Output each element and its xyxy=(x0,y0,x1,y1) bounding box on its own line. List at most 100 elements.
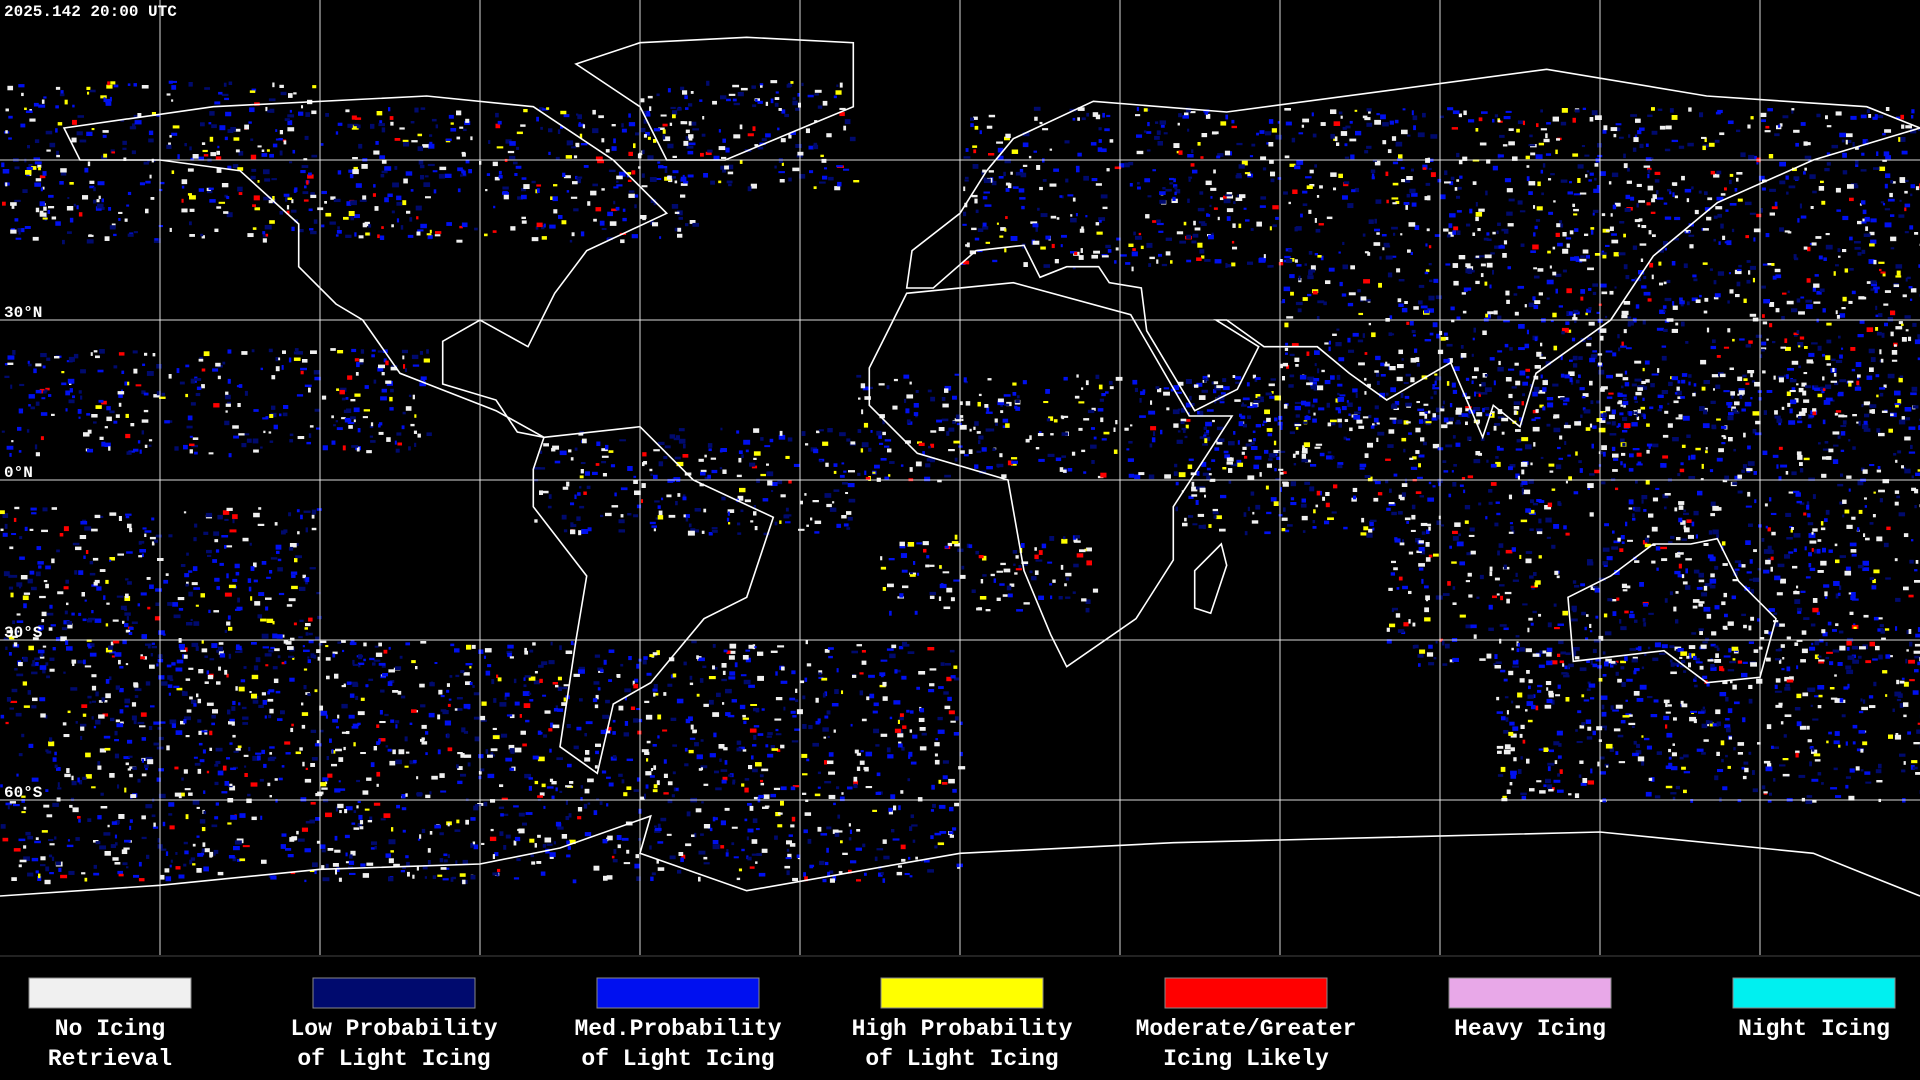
icing-speckle xyxy=(1776,464,1779,469)
icing-speckle xyxy=(1289,431,1296,435)
icing-speckle xyxy=(1796,451,1802,455)
icing-speckle xyxy=(505,139,512,144)
icing-speckle xyxy=(1560,355,1563,361)
icing-speckle xyxy=(1713,388,1716,391)
icing-speckle xyxy=(1712,426,1717,430)
icing-speckle xyxy=(1147,122,1150,127)
icing-speckle xyxy=(1592,350,1597,353)
icing-speckle xyxy=(864,396,871,400)
icing-speckle xyxy=(61,627,68,631)
icing-speckle xyxy=(771,490,774,493)
icing-speckle xyxy=(1623,329,1627,334)
icing-speckle xyxy=(1062,469,1067,473)
icing-speckle xyxy=(1247,475,1255,480)
icing-speckle xyxy=(1306,185,1313,190)
icing-speckle xyxy=(1842,420,1847,425)
icing-speckle xyxy=(1534,386,1540,392)
icing-speckle xyxy=(339,389,345,395)
icing-speckle xyxy=(1839,379,1847,383)
icing-speckle xyxy=(126,616,129,621)
icing-speckle xyxy=(570,522,574,528)
icing-speckle xyxy=(29,109,32,112)
icing-speckle xyxy=(1452,482,1457,487)
icing-speckle xyxy=(743,439,751,445)
icing-speckle xyxy=(997,398,1004,403)
icing-speckle xyxy=(1565,237,1572,240)
icing-speckle xyxy=(1592,291,1597,296)
icing-speckle xyxy=(207,554,212,557)
icing-speckle xyxy=(1652,443,1659,448)
icing-speckle xyxy=(1841,307,1846,310)
icing-speckle xyxy=(1490,482,1497,486)
icing-speckle xyxy=(688,523,692,528)
icing-speckle xyxy=(742,749,747,752)
icing-speckle xyxy=(1336,464,1343,469)
icing-speckle xyxy=(35,207,40,213)
icing-speckle xyxy=(1422,167,1427,170)
icing-speckle xyxy=(1482,373,1487,378)
icing-speckle xyxy=(652,688,658,692)
icing-speckle xyxy=(1098,384,1103,390)
icing-speckle xyxy=(381,159,387,164)
icing-speckle xyxy=(457,167,463,172)
icing-speckle xyxy=(720,95,727,100)
icing-speckle xyxy=(45,387,50,391)
icing-speckle xyxy=(1391,511,1397,516)
icing-speckle xyxy=(1149,256,1155,260)
icing-speckle xyxy=(1635,118,1641,123)
icing-speckle xyxy=(1878,261,1885,264)
icing-speckle xyxy=(614,492,617,497)
icing-speckle xyxy=(1879,349,1882,355)
icing-speckle xyxy=(1205,113,1211,119)
icing-speckle xyxy=(884,476,890,480)
icing-speckle xyxy=(217,145,220,149)
icing-speckle xyxy=(988,428,995,432)
icing-speckle xyxy=(1818,255,1823,260)
icing-speckle xyxy=(1729,179,1732,185)
icing-speckle xyxy=(677,210,683,216)
icing-speckle xyxy=(1252,430,1256,434)
icing-speckle xyxy=(154,539,158,543)
icing-speckle xyxy=(352,723,360,727)
icing-speckle xyxy=(1574,319,1577,324)
icing-speckle xyxy=(1432,322,1438,328)
icing-speckle xyxy=(777,127,780,131)
icing-speckle xyxy=(1149,443,1153,448)
icing-speckle xyxy=(685,517,689,522)
icing-speckle xyxy=(1549,265,1552,269)
icing-speckle xyxy=(124,596,131,601)
icing-speckle xyxy=(72,542,80,546)
icing-speckle xyxy=(1184,435,1188,439)
icing-speckle xyxy=(1059,195,1063,198)
icing-speckle xyxy=(1677,396,1682,399)
icing-speckle xyxy=(1905,125,1913,129)
icing-speckle xyxy=(1621,452,1626,456)
icing-speckle xyxy=(876,430,882,436)
icing-speckle xyxy=(301,105,304,109)
icing-speckle xyxy=(649,468,653,472)
icing-speckle xyxy=(1864,413,1870,418)
icing-speckle xyxy=(373,150,380,155)
icing-speckle xyxy=(906,394,914,399)
icing-speckle xyxy=(1309,377,1314,382)
icing-speckle xyxy=(1592,212,1595,216)
icing-speckle xyxy=(1732,338,1735,342)
icing-speckle xyxy=(909,467,913,472)
icing-speckle xyxy=(631,234,638,239)
icing-speckle xyxy=(704,454,707,458)
icing-speckle xyxy=(1497,154,1504,158)
icing-speckle xyxy=(1488,501,1493,505)
icing-speckle xyxy=(344,417,352,423)
icing-speckle xyxy=(1077,117,1080,121)
icing-speckle xyxy=(1086,112,1090,117)
icing-speckle xyxy=(10,592,14,598)
icing-speckle xyxy=(657,841,664,844)
icing-speckle xyxy=(1495,461,1501,467)
icing-speckle xyxy=(1508,393,1513,399)
icing-speckle xyxy=(593,218,597,222)
icing-speckle xyxy=(573,208,579,212)
icing-speckle xyxy=(1769,188,1776,192)
icing-speckle xyxy=(1243,512,1247,517)
icing-speckle xyxy=(52,647,56,651)
icing-speckle xyxy=(1486,232,1490,236)
